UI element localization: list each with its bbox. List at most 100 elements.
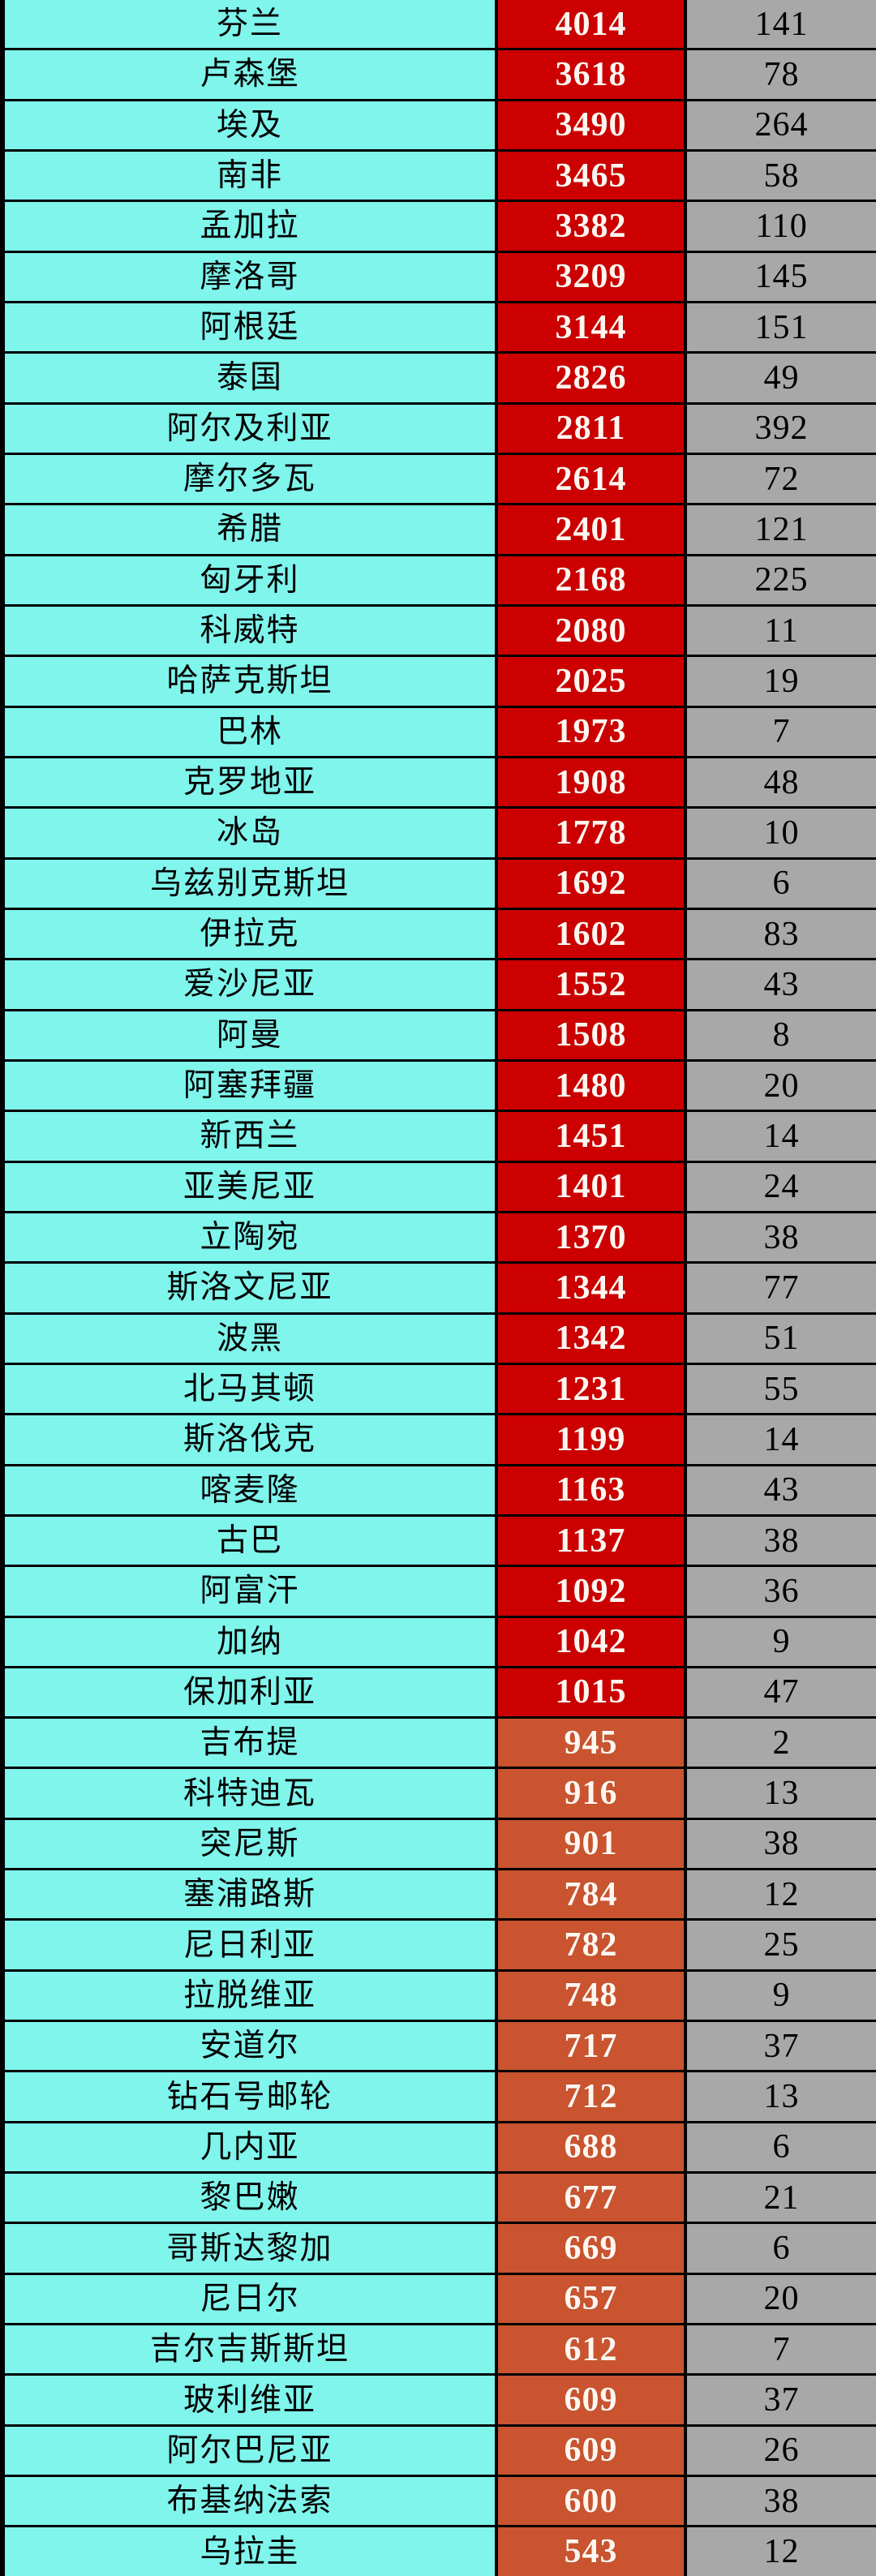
deaths-cell: 151 <box>687 303 876 352</box>
deaths-cell: 392 <box>687 404 876 453</box>
confirmed-cases-cell: 1342 <box>498 1314 684 1363</box>
country-name-cell: 克罗地亚 <box>5 758 495 807</box>
confirmed-cases-cell: 4014 <box>498 0 684 49</box>
table-row: 冰岛 1778 10 <box>0 809 876 860</box>
country-name-cell: 北马其顿 <box>5 1364 495 1414</box>
country-name-cell: 希腊 <box>5 505 495 554</box>
deaths-cell: 13 <box>687 2072 876 2121</box>
country-name-cell: 摩洛哥 <box>5 252 495 301</box>
country-name-cell: 泰国 <box>5 354 495 402</box>
table-row: 卢森堡 3618 78 <box>0 50 876 101</box>
deaths-cell: 7 <box>687 707 876 756</box>
deaths-cell: 24 <box>687 1162 876 1211</box>
deaths-cell: 19 <box>687 657 876 706</box>
confirmed-cases-cell: 1973 <box>498 707 684 756</box>
deaths-cell: 21 <box>687 2174 876 2222</box>
deaths-cell: 49 <box>687 354 876 402</box>
deaths-cell: 38 <box>687 1516 876 1565</box>
table-row: 拉脱维亚 748 9 <box>0 1971 876 2023</box>
confirmed-cases-cell: 916 <box>498 1769 684 1818</box>
country-name-cell: 巴林 <box>5 707 495 756</box>
deaths-cell: 26 <box>687 2426 876 2475</box>
confirmed-cases-cell: 1042 <box>498 1617 684 1666</box>
confirmed-cases-cell: 612 <box>498 2325 684 2374</box>
table-row: 摩洛哥 3209 145 <box>0 252 876 303</box>
country-name-cell: 尼日尔 <box>5 2274 495 2324</box>
confirmed-cases-cell: 3144 <box>498 303 684 352</box>
table-row: 黎巴嫩 677 21 <box>0 2174 876 2225</box>
country-name-cell: 塞浦路斯 <box>5 1870 495 1919</box>
country-name-cell: 阿根廷 <box>5 303 495 352</box>
confirmed-cases-cell: 1199 <box>498 1415 684 1464</box>
deaths-cell: 13 <box>687 1769 876 1818</box>
deaths-cell: 83 <box>687 909 876 959</box>
table-row: 芬兰 4014 141 <box>0 0 876 51</box>
confirmed-cases-cell: 1370 <box>498 1213 684 1262</box>
deaths-cell: 37 <box>687 2022 876 2071</box>
deaths-cell: 6 <box>687 2123 876 2172</box>
confirmed-cases-cell: 609 <box>498 2426 684 2475</box>
confirmed-cases-cell: 543 <box>498 2527 684 2576</box>
table-row: 喀麦隆 1163 43 <box>0 1466 876 1517</box>
country-name-cell: 伊拉克 <box>5 909 495 959</box>
deaths-cell: 47 <box>687 1668 876 1717</box>
table-row: 加纳 1042 9 <box>0 1617 876 1668</box>
country-name-cell: 吉布提 <box>5 1719 495 1767</box>
confirmed-cases-cell: 2080 <box>498 606 684 655</box>
table-row: 布基纳法索 600 38 <box>0 2477 876 2528</box>
country-name-cell: 保加利亚 <box>5 1668 495 1717</box>
country-name-cell: 安道尔 <box>5 2022 495 2071</box>
confirmed-cases-cell: 2614 <box>498 454 684 504</box>
confirmed-cases-cell: 945 <box>498 1719 684 1767</box>
deaths-cell: 6 <box>687 2224 876 2273</box>
table-row: 新西兰 1451 14 <box>0 1112 876 1163</box>
country-name-cell: 科特迪瓦 <box>5 1769 495 1818</box>
confirmed-cases-cell: 1692 <box>498 859 684 908</box>
table-row: 孟加拉 3382 110 <box>0 202 876 253</box>
table-row: 摩尔多瓦 2614 72 <box>0 454 876 506</box>
country-name-cell: 阿曼 <box>5 1011 495 1059</box>
confirmed-cases-cell: 717 <box>498 2022 684 2071</box>
deaths-cell: 10 <box>687 809 876 857</box>
country-name-cell: 芬兰 <box>5 0 495 49</box>
deaths-cell: 14 <box>687 1415 876 1464</box>
country-name-cell: 阿尔及利亚 <box>5 404 495 453</box>
country-name-cell: 匈牙利 <box>5 556 495 604</box>
table-row: 乌拉圭 543 12 <box>0 2527 876 2576</box>
table-row: 尼日利亚 782 25 <box>0 1921 876 1972</box>
country-name-cell: 喀麦隆 <box>5 1466 495 1514</box>
country-name-cell: 吉尔吉斯斯坦 <box>5 2325 495 2374</box>
table-row: 阿尔巴尼亚 609 26 <box>0 2426 876 2478</box>
confirmed-cases-cell: 712 <box>498 2072 684 2121</box>
country-name-cell: 突尼斯 <box>5 1819 495 1869</box>
table-row: 希腊 2401 121 <box>0 505 876 556</box>
country-name-cell: 波黑 <box>5 1314 495 1363</box>
confirmed-cases-cell: 3382 <box>498 202 684 251</box>
deaths-cell: 38 <box>687 1213 876 1262</box>
country-name-cell: 新西兰 <box>5 1112 495 1161</box>
confirmed-cases-cell: 3209 <box>498 252 684 301</box>
country-name-cell: 科威特 <box>5 606 495 655</box>
country-name-cell: 乌兹别克斯坦 <box>5 859 495 908</box>
deaths-cell: 110 <box>687 202 876 251</box>
deaths-cell: 77 <box>687 1264 876 1312</box>
deaths-cell: 12 <box>687 1870 876 1919</box>
confirmed-cases-cell: 1137 <box>498 1516 684 1565</box>
deaths-cell: 6 <box>687 859 876 908</box>
table-row: 埃及 3490 264 <box>0 101 876 152</box>
table-row: 科威特 2080 11 <box>0 606 876 658</box>
country-name-cell: 爱沙尼亚 <box>5 960 495 1009</box>
table-row: 斯洛伐克 1199 14 <box>0 1415 876 1466</box>
country-name-cell: 立陶宛 <box>5 1213 495 1262</box>
confirmed-cases-cell: 1344 <box>498 1264 684 1312</box>
country-name-cell: 拉脱维亚 <box>5 1971 495 2020</box>
confirmed-cases-cell: 609 <box>498 2376 684 2424</box>
country-name-cell: 阿富汗 <box>5 1567 495 1616</box>
table-row: 玻利维亚 609 37 <box>0 2376 876 2427</box>
table-row: 阿根廷 3144 151 <box>0 303 876 354</box>
deaths-cell: 38 <box>687 1819 876 1869</box>
confirmed-cases-cell: 1602 <box>498 909 684 959</box>
confirmed-cases-cell: 901 <box>498 1819 684 1869</box>
table-row: 哥斯达黎加 669 6 <box>0 2224 876 2275</box>
